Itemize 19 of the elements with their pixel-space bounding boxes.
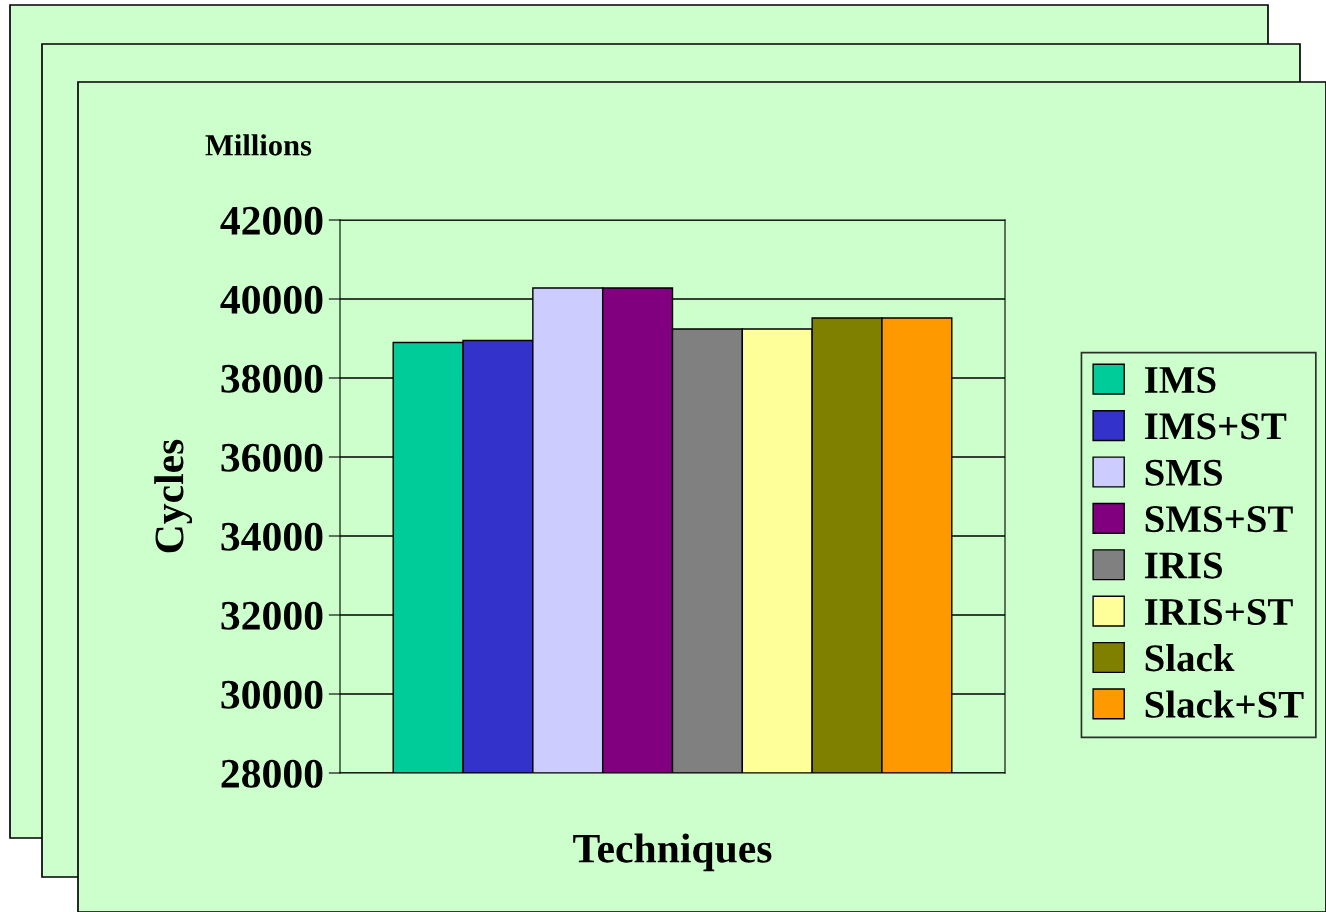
- y-tick-label: 28000: [221, 759, 323, 788]
- y-tick-label: 42000: [220, 206, 323, 235]
- y-tick-label: 30000: [221, 680, 323, 709]
- legend-label: Slack+ST: [1145, 690, 1304, 718]
- legend-label: Slack: [1145, 644, 1235, 672]
- y-tick-label: 38000: [221, 364, 323, 393]
- legend-label: SMS+ST: [1145, 506, 1293, 533]
- text: Millions: [205, 134, 312, 156]
- y-tick-label: 40000: [220, 285, 323, 314]
- legend-label: IMS: [1144, 366, 1216, 394]
- legend-label: IRIS+ST: [1144, 598, 1293, 626]
- y-tick-label: 34000: [221, 522, 323, 551]
- y-axis-title: Cycles: [154, 439, 193, 553]
- y-tick-label: 32000: [221, 601, 323, 630]
- x-axis-title: Techniques: [573, 833, 772, 872]
- legend-label: IMS+ST: [1144, 413, 1287, 440]
- legend-label: SMS: [1145, 459, 1222, 486]
- legend-label: IRIS: [1144, 552, 1222, 579]
- y-tick-label: 36000: [221, 443, 323, 472]
